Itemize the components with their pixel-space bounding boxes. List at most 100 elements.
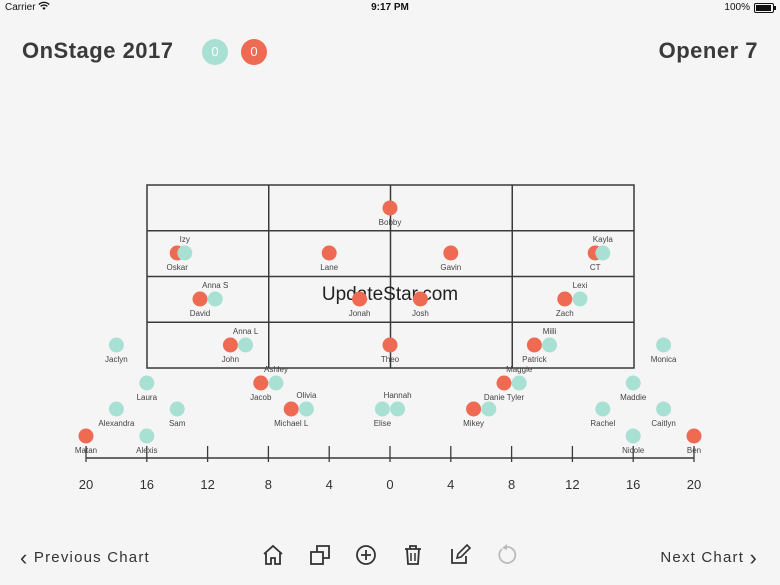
carrier-label: Carrier: [5, 2, 36, 13]
axis-tick-label: 16: [140, 477, 154, 492]
performer-dot[interactable]: [374, 401, 390, 417]
axis-tick-label: 4: [326, 477, 333, 492]
performer-dot[interactable]: [542, 337, 558, 353]
performer-dot[interactable]: [656, 401, 672, 417]
previous-chart-button[interactable]: ‹ Previous Chart: [20, 545, 150, 571]
performer-label: Mikey: [463, 419, 484, 428]
red-count-badge[interactable]: 0: [241, 39, 267, 65]
performer-dot[interactable]: [253, 375, 269, 391]
performer-label: Laura: [137, 393, 158, 402]
undo-icon[interactable]: [494, 542, 520, 568]
performer-label: David: [190, 309, 210, 318]
performer-label: Gavin: [440, 263, 461, 272]
performer-dot[interactable]: [108, 401, 124, 417]
duplicate-icon[interactable]: [307, 542, 333, 568]
performer-dot[interactable]: [169, 401, 185, 417]
performer-dot[interactable]: [443, 245, 459, 261]
performer-dot[interactable]: [511, 375, 527, 391]
performer-dot[interactable]: [108, 337, 124, 353]
next-chart-button[interactable]: Next Chart ›: [660, 545, 758, 571]
performer-dot[interactable]: [686, 428, 702, 444]
performer-label: Josh: [412, 309, 429, 318]
performer-dot[interactable]: [139, 428, 155, 444]
performer-label: Anna L: [233, 327, 259, 336]
add-icon[interactable]: [353, 542, 379, 568]
teal-count-badge[interactable]: 0: [202, 39, 228, 65]
performer-label: Izy: [180, 235, 190, 244]
stage-chart[interactable]: UpdateStar.com 20 16 12 8 4 0 4 8 12 16 20 Bobby Oska…: [0, 0, 780, 540]
axis-tick-label: 8: [508, 477, 515, 492]
performer-dot[interactable]: [382, 200, 398, 216]
axis-tick-label: 0: [386, 477, 393, 492]
performer-dot[interactable]: [572, 291, 588, 307]
performer-dot[interactable]: [268, 375, 284, 391]
performer-dot[interactable]: [595, 245, 611, 261]
performer-label: Danie Tyler: [484, 393, 525, 402]
performer-dot[interactable]: [656, 337, 672, 353]
wifi-icon: [38, 1, 50, 14]
performer-dot[interactable]: [222, 337, 238, 353]
performer-dot[interactable]: [139, 375, 155, 391]
performer-label: Ben: [687, 446, 701, 455]
axis-tick-label: 8: [265, 477, 272, 492]
performer-dot[interactable]: [625, 428, 641, 444]
axis-tick-label: 20: [79, 477, 93, 492]
axis-tick-label: 20: [687, 477, 701, 492]
performer-dot[interactable]: [625, 375, 641, 391]
performer-dot[interactable]: [466, 401, 482, 417]
performer-label: Hannah: [384, 391, 412, 400]
performer-label: Alexis: [136, 446, 157, 455]
performer-label: Maggie: [506, 365, 533, 374]
performer-dot[interactable]: [321, 245, 337, 261]
performer-dot[interactable]: [412, 291, 428, 307]
trash-icon[interactable]: [400, 542, 426, 568]
performer-dot[interactable]: [207, 291, 223, 307]
battery-percent: 100%: [724, 2, 750, 13]
home-icon[interactable]: [260, 542, 286, 568]
status-bar: Carrier 9:17 PM 100%: [0, 0, 780, 16]
performer-label: Jaclyn: [105, 355, 128, 364]
performer-label: Rachel: [590, 419, 615, 428]
performer-dot[interactable]: [238, 337, 254, 353]
performer-label: Sam: [169, 419, 186, 428]
edit-icon[interactable]: [447, 542, 473, 568]
performer-label: Matan: [75, 446, 97, 455]
performer-dot[interactable]: [192, 291, 208, 307]
performer-label: Zach: [556, 309, 574, 318]
performer-label: Jacob: [250, 393, 272, 402]
performer-label: Oskar: [167, 263, 189, 272]
performer-dot[interactable]: [481, 401, 497, 417]
axis-tick-label: 12: [200, 477, 214, 492]
performer-label: Ashley: [264, 365, 288, 374]
performer-label: CT: [590, 263, 601, 272]
performer-dot[interactable]: [352, 291, 368, 307]
performer-dot[interactable]: [526, 337, 542, 353]
performer-dot[interactable]: [557, 291, 573, 307]
show-title: OnStage 2017: [22, 38, 174, 63]
previous-chart-label: Previous Chart: [33, 549, 150, 566]
performer-dot[interactable]: [595, 401, 611, 417]
performer-label: Lane: [320, 263, 338, 272]
performer-label: Milli: [543, 327, 557, 336]
performer-label: Patrick: [522, 355, 547, 364]
performer-label: Lexi: [573, 281, 588, 290]
performer-dot[interactable]: [496, 375, 512, 391]
axis-tick-label: 4: [447, 477, 454, 492]
performer-label: John: [222, 355, 239, 364]
performer-label: Michael L: [274, 419, 309, 428]
performer-label: Jonah: [349, 309, 371, 318]
performer-dot[interactable]: [283, 401, 299, 417]
performer-dot[interactable]: [78, 428, 94, 444]
chevron-left-icon: ‹: [20, 545, 29, 570]
performer-dot[interactable]: [298, 401, 314, 417]
chevron-right-icon: ›: [749, 545, 758, 570]
axis-tick-label: 12: [565, 477, 579, 492]
performer-dot[interactable]: [390, 401, 406, 417]
performer-label: Bobby: [379, 218, 402, 227]
chart-name: Opener 7: [658, 38, 758, 63]
performer-dot[interactable]: [382, 337, 398, 353]
performer-label: Monica: [651, 355, 677, 364]
bottom-toolbar: ‹ Previous Chart Next Chart ›: [0, 540, 780, 570]
performer-label: Nicole: [622, 446, 645, 455]
performer-dot[interactable]: [177, 245, 193, 261]
